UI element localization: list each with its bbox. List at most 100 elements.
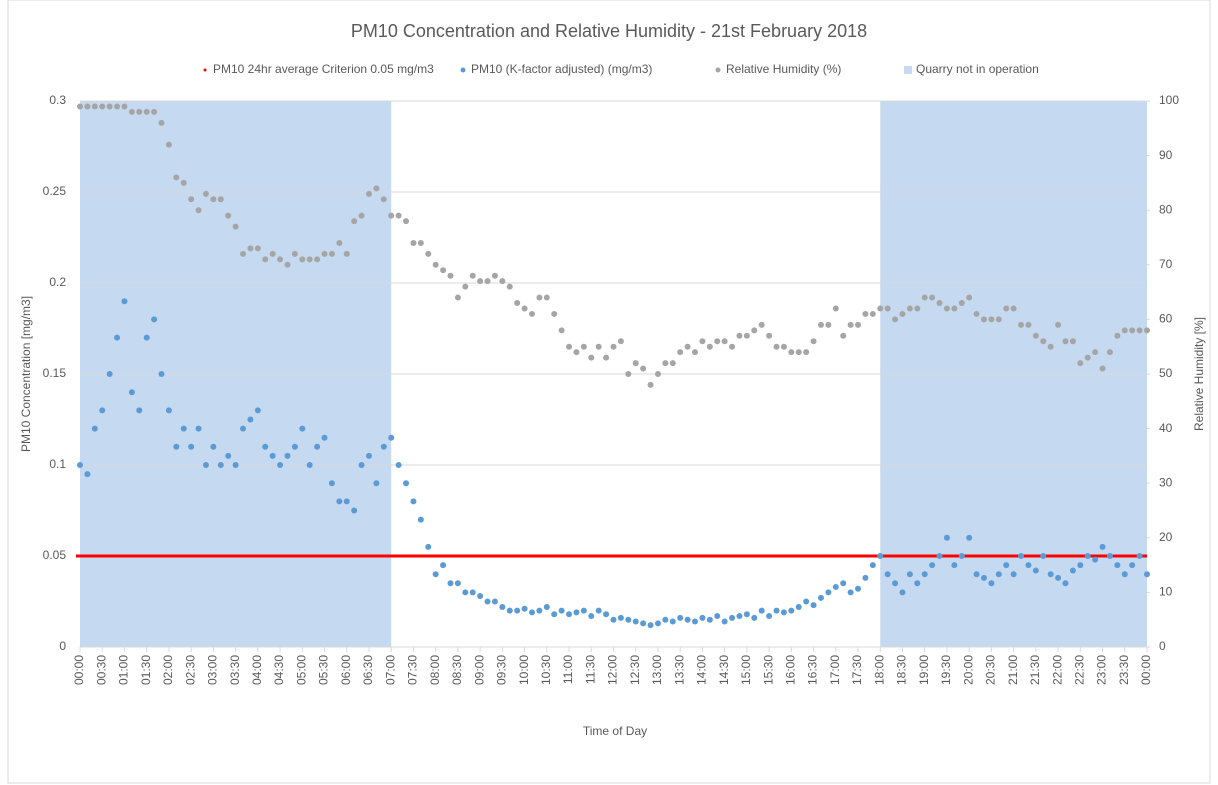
- data-point: [1069, 338, 1076, 345]
- x-tick-label: 21:00: [1006, 655, 1020, 685]
- data-point: [499, 603, 506, 610]
- data-point: [210, 443, 217, 450]
- x-tick-label: 20:30: [984, 655, 998, 685]
- data-point: [773, 343, 780, 350]
- data-point: [566, 611, 573, 618]
- data-point: [1010, 305, 1017, 312]
- x-tick-label: 02:00: [161, 655, 175, 685]
- data-point: [943, 305, 950, 312]
- data-point: [603, 354, 610, 361]
- data-point: [247, 245, 254, 252]
- data-point: [825, 589, 832, 596]
- data-point: [151, 108, 158, 115]
- data-point: [1114, 562, 1121, 569]
- data-point: [899, 589, 906, 596]
- data-point: [299, 256, 306, 263]
- y-tick-label: 0.15: [43, 366, 67, 380]
- data-point: [714, 613, 721, 620]
- x-tick-label: 22:00: [1050, 655, 1064, 685]
- data-point: [729, 343, 736, 350]
- x-tick-label: 15:00: [739, 655, 753, 685]
- data-point: [106, 371, 113, 377]
- data-point: [595, 607, 602, 614]
- data-point: [462, 283, 469, 290]
- data-point: [380, 196, 387, 203]
- data-point: [958, 553, 965, 559]
- data-point: [99, 103, 106, 110]
- y-tick-label: 0.25: [43, 184, 67, 198]
- x-tick-label: 13:00: [650, 655, 664, 685]
- data-point: [1032, 332, 1039, 339]
- data-point: [1040, 553, 1047, 559]
- data-point: [491, 598, 498, 605]
- data-point: [855, 321, 862, 328]
- data-point: [1055, 321, 1062, 328]
- data-point: [721, 618, 728, 625]
- data-point: [240, 250, 247, 257]
- x-tick-label: 16:30: [806, 655, 820, 685]
- data-point: [1144, 571, 1150, 578]
- x-tick-label: 10:00: [517, 655, 531, 685]
- data-point: [640, 365, 647, 372]
- data-point: [454, 580, 461, 587]
- data-point: [121, 298, 128, 305]
- x-tick-label: 04:00: [250, 655, 264, 685]
- data-point: [714, 338, 721, 345]
- data-point: [558, 327, 565, 334]
- data-point: [99, 407, 106, 414]
- data-point: [403, 480, 410, 487]
- data-point: [610, 616, 617, 623]
- data-point: [1092, 349, 1099, 356]
- data-point: [462, 589, 469, 596]
- data-point: [1099, 543, 1106, 550]
- data-point: [617, 338, 624, 345]
- data-point: [91, 103, 98, 110]
- data-point: [869, 310, 876, 317]
- data-point: [277, 462, 284, 468]
- data-point: [758, 607, 765, 614]
- data-point: [262, 443, 269, 450]
- y-tick-label: 0.3: [49, 93, 66, 107]
- data-point: [914, 580, 921, 587]
- y2-tick-label: 40: [1159, 421, 1173, 435]
- data-point: [536, 294, 543, 301]
- y2-tick-label: 20: [1159, 530, 1173, 544]
- data-point: [551, 611, 558, 618]
- data-point: [514, 300, 521, 307]
- data-point: [729, 614, 736, 621]
- data-point: [151, 316, 158, 323]
- x-tick-label: 07:30: [406, 655, 420, 685]
- data-point: [803, 349, 810, 356]
- data-point: [1047, 571, 1054, 578]
- data-point: [195, 207, 202, 214]
- data-point: [314, 256, 321, 263]
- data-point: [299, 425, 306, 432]
- data-point: [469, 589, 476, 596]
- data-point: [995, 571, 1002, 578]
- data-point: [847, 589, 854, 596]
- data-point: [91, 425, 98, 432]
- data-point: [840, 332, 847, 339]
- data-point: [743, 332, 750, 339]
- data-point: [425, 250, 432, 257]
- data-point: [521, 305, 528, 312]
- data-point: [336, 498, 343, 505]
- data-point: [892, 316, 899, 323]
- data-point: [240, 425, 247, 432]
- data-point: [232, 223, 239, 230]
- data-point: [862, 574, 869, 581]
- data-point: [254, 245, 261, 252]
- data-point: [1106, 553, 1113, 559]
- data-point: [1003, 305, 1010, 312]
- data-point: [306, 462, 313, 468]
- x-tick-label: 21:30: [1028, 655, 1042, 685]
- data-point: [1010, 571, 1017, 578]
- data-point: [1018, 553, 1025, 559]
- data-point: [84, 103, 91, 110]
- legend-marker: [904, 66, 912, 74]
- data-point: [77, 462, 83, 468]
- y-tick-label: 0.1: [49, 457, 66, 471]
- legend-label: Relative Humidity (%): [726, 62, 841, 76]
